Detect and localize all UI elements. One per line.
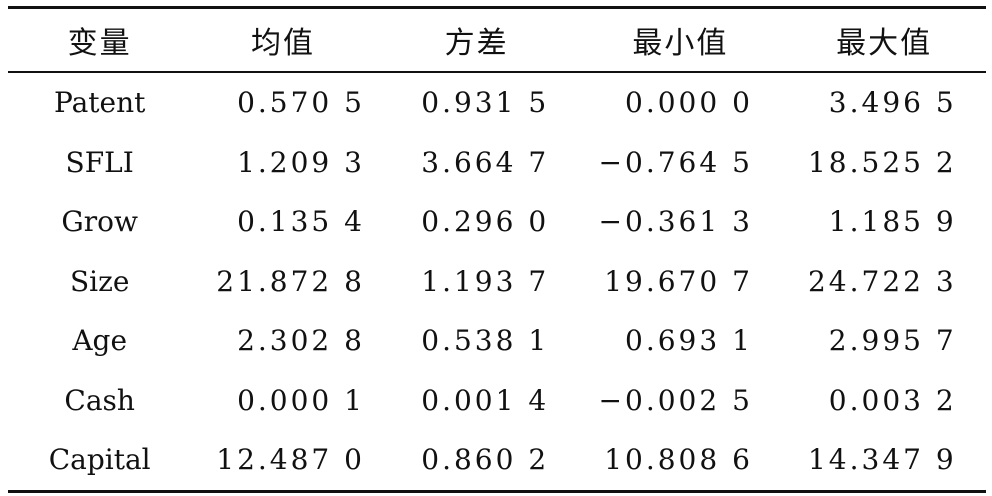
cell-max: 0.003 2 — [828, 383, 957, 417]
cell-variance: 1.193 7 — [421, 264, 550, 298]
header-mean: 均值 — [251, 26, 316, 61]
cell-max: 14.347 9 — [807, 443, 957, 477]
cell-variable: SFLI — [65, 145, 134, 179]
cell-mean: 0.570 5 — [237, 86, 365, 120]
cell-variance: 0.001 4 — [421, 383, 550, 417]
cell-min: −0.361 3 — [598, 205, 753, 239]
cell-variable: Age — [72, 324, 128, 358]
descriptive-statistics-table-container: 变量 均值 方差 最小值 最大值 Patent 0.570 5 0.931 5 … — [8, 6, 986, 493]
cell-mean: 0.135 4 — [237, 205, 365, 239]
table-header: 变量 均值 方差 最小值 最大值 — [8, 7, 986, 72]
table-row: Cash 0.000 1 0.001 4 −0.002 5 0.003 2 — [8, 371, 986, 431]
cell-variable: Cash — [64, 383, 135, 417]
cell-variance: 0.860 2 — [421, 443, 550, 477]
cell-min: −0.002 5 — [598, 383, 753, 417]
table-row: Grow 0.135 4 0.296 0 −0.361 3 1.185 9 — [8, 192, 986, 252]
cell-max: 18.525 2 — [807, 145, 957, 179]
table-row: Size 21.872 8 1.193 7 19.670 7 24.722 3 — [8, 252, 986, 312]
table-body: Patent 0.570 5 0.931 5 0.000 0 3.496 5 S… — [8, 72, 986, 491]
cell-variable: Capital — [48, 443, 151, 477]
descriptive-statistics-table: 变量 均值 方差 最小值 最大值 Patent 0.570 5 0.931 5 … — [8, 6, 986, 493]
cell-mean: 12.487 0 — [216, 443, 365, 477]
cell-variable: Grow — [61, 205, 138, 239]
header-row: 变量 均值 方差 最小值 最大值 — [8, 7, 986, 72]
table-row: SFLI 1.209 3 3.664 7 −0.764 5 18.525 2 — [8, 133, 986, 193]
header-variable: 变量 — [67, 26, 132, 61]
header-min: 最小值 — [632, 26, 729, 61]
cell-min: 19.670 7 — [604, 264, 753, 298]
cell-max: 2.995 7 — [828, 324, 957, 358]
cell-min: 10.808 6 — [604, 443, 753, 477]
cell-variable: Size — [69, 264, 130, 298]
cell-mean: 21.872 8 — [216, 264, 365, 298]
cell-mean: 1.209 3 — [237, 145, 365, 179]
cell-min: −0.764 5 — [598, 145, 753, 179]
cell-variance: 0.931 5 — [421, 86, 550, 120]
cell-min: 0.693 1 — [625, 324, 753, 358]
table-row: Age 2.302 8 0.538 1 0.693 1 2.995 7 — [8, 311, 986, 371]
cell-variable: Patent — [53, 86, 146, 120]
header-variance: 方差 — [444, 26, 509, 61]
cell-max: 24.722 3 — [807, 264, 957, 298]
cell-mean: 0.000 1 — [237, 383, 365, 417]
cell-min: 0.000 0 — [625, 86, 753, 120]
header-max: 最大值 — [836, 26, 933, 61]
cell-max: 1.185 9 — [828, 205, 957, 239]
cell-max: 3.496 5 — [828, 86, 957, 120]
cell-variance: 0.296 0 — [421, 205, 550, 239]
cell-variance: 3.664 7 — [421, 145, 550, 179]
cell-variance: 0.538 1 — [421, 324, 550, 358]
cell-mean: 2.302 8 — [237, 324, 365, 358]
table-row: Capital 12.487 0 0.860 2 10.808 6 14.347… — [8, 430, 986, 491]
table-row: Patent 0.570 5 0.931 5 0.000 0 3.496 5 — [8, 72, 986, 133]
